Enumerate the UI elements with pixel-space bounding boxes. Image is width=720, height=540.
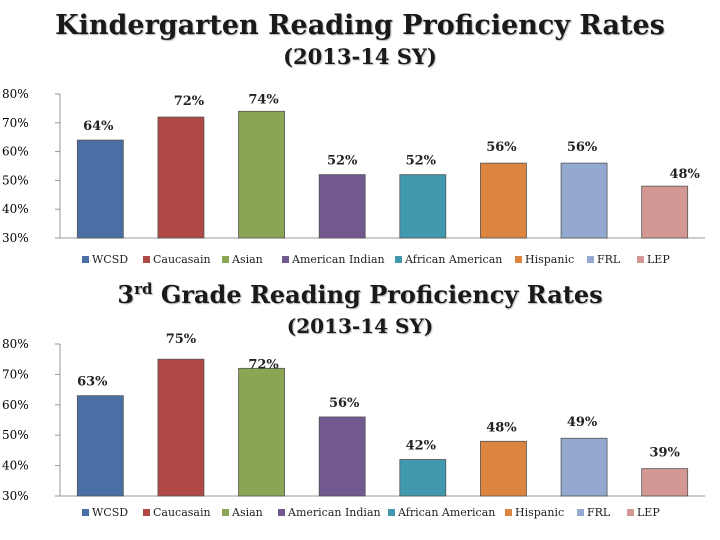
data-label: 74% <box>248 92 279 107</box>
y-tick-label: 30% <box>2 231 29 245</box>
bar-lep <box>641 468 689 497</box>
legend-swatch <box>282 256 289 263</box>
bar-wcsd <box>76 395 124 497</box>
data-label: 56% <box>486 140 517 155</box>
data-label: 48% <box>669 167 700 182</box>
y-tick-label: 60% <box>2 145 29 159</box>
data-label: 49% <box>567 415 598 430</box>
data-label: 52% <box>327 154 358 169</box>
bar-frl <box>560 162 608 239</box>
y-tick-label: 80% <box>2 87 29 101</box>
legend-label: American Indian <box>287 506 381 519</box>
bar-frl <box>560 437 608 497</box>
title-superscript: rd <box>134 280 153 298</box>
legend-swatch <box>395 256 402 263</box>
legend-label: African American <box>404 253 502 266</box>
legend-label: Asian <box>231 506 263 519</box>
bar-hispanic <box>480 440 527 497</box>
y-tick-label: 40% <box>2 202 29 216</box>
bar-caucasain <box>157 358 205 497</box>
legend-label: FRL <box>587 506 611 519</box>
y-tick-label: 60% <box>2 398 29 412</box>
legend-label: WCSD <box>92 253 128 266</box>
legend-swatch <box>143 509 150 516</box>
legend-label: FRL <box>597 253 621 266</box>
legend-label: WCSD <box>92 506 128 519</box>
bar-american-indian <box>318 174 366 239</box>
bar-american-indian <box>318 416 366 497</box>
title-number: 3 <box>117 280 135 309</box>
legend-swatch <box>505 509 512 516</box>
data-label: 63% <box>77 375 108 390</box>
chart-kindergarten: 80% 70% 60% 50% 40% 30% 64% 72% 74% 52% 52% 56% 56% 4… <box>2 87 705 266</box>
chart-title-kindergarten: Kindergarten Reading Proficiency Rates <box>55 10 665 41</box>
bar-african-american <box>399 459 447 497</box>
title-rest: Grade Reading Proficiency Rates <box>152 280 603 309</box>
data-label: 52% <box>406 154 437 169</box>
y-tick-label: 80% <box>2 337 29 351</box>
y-tick-label: 40% <box>2 459 29 473</box>
legend-swatch <box>587 256 594 263</box>
legend-label: Caucasain <box>153 253 211 266</box>
legend-label: Hispanic <box>515 506 564 519</box>
y-tick-label: 50% <box>2 428 29 442</box>
data-label: 72% <box>174 94 205 109</box>
legend-label: African American <box>397 506 495 519</box>
legend-label: Caucasain <box>153 506 211 519</box>
legend-swatch <box>82 509 89 516</box>
legend-label: LEP <box>647 253 670 266</box>
legend-swatch <box>143 256 150 263</box>
data-label: 48% <box>486 420 517 435</box>
bar-lep <box>641 185 689 239</box>
legend-swatch <box>278 509 285 516</box>
chart-third-grade: 80% 70% 60% 50% 40% 30% 63% 75% 72% 56% 42% 48% 49% 3… <box>2 332 705 519</box>
y-tick-label: 70% <box>2 116 29 130</box>
legend-swatch <box>222 509 229 516</box>
legend-swatch <box>637 256 644 263</box>
data-label: 75% <box>166 332 197 347</box>
legend-label: Asian <box>231 253 263 266</box>
data-label: 64% <box>83 119 114 134</box>
bar-asian <box>238 367 285 497</box>
data-label: 72% <box>248 357 279 372</box>
data-label: 56% <box>567 140 598 155</box>
legend-label: American Indian <box>291 253 385 266</box>
legend-label: LEP <box>637 506 660 519</box>
legend-swatch <box>577 509 584 516</box>
data-label: 56% <box>329 396 360 411</box>
legend-swatch <box>388 509 395 516</box>
bar-caucasain <box>157 116 205 239</box>
data-label: 42% <box>406 439 437 454</box>
y-tick-label: 70% <box>2 367 29 381</box>
legend-swatch <box>82 256 89 263</box>
chart-subtitle-kindergarten: (2013-14 SY) <box>283 44 437 69</box>
chart-title-third-grade: 3rd Grade Reading Proficiency Rates <box>0 280 720 309</box>
legend-swatch <box>515 256 522 263</box>
y-tick-label: 30% <box>2 489 29 503</box>
bar-wcsd <box>76 139 124 239</box>
data-label: 39% <box>649 446 680 461</box>
legend-label: Hispanic <box>525 253 574 266</box>
bar-asian <box>238 110 285 239</box>
legend-swatch <box>222 256 229 263</box>
chart-subtitle-third-grade: (2013-14 SY) <box>286 314 434 338</box>
legend-swatch <box>627 509 634 516</box>
y-tick-label: 50% <box>2 173 29 187</box>
bar-african-american <box>399 174 447 239</box>
bar-hispanic <box>480 162 527 239</box>
